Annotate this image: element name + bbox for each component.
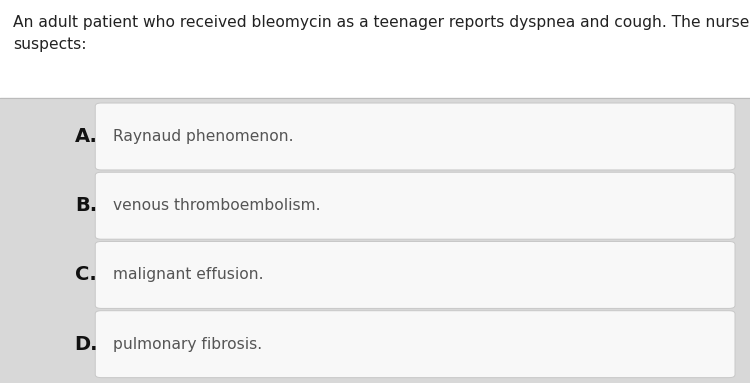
- Text: pulmonary fibrosis.: pulmonary fibrosis.: [112, 337, 262, 352]
- FancyBboxPatch shape: [95, 311, 735, 378]
- Text: C.: C.: [75, 265, 98, 285]
- Text: venous thromboembolism.: venous thromboembolism.: [112, 198, 320, 213]
- Text: Raynaud phenomenon.: Raynaud phenomenon.: [112, 129, 293, 144]
- Bar: [0, 98, 750, 383]
- Text: B.: B.: [75, 196, 98, 215]
- FancyBboxPatch shape: [95, 103, 735, 170]
- Text: A.: A.: [75, 127, 98, 146]
- Text: An adult patient who received bleomycin as a teenager reports dyspnea and cough.: An adult patient who received bleomycin …: [13, 15, 750, 52]
- Text: D.: D.: [74, 335, 98, 354]
- FancyBboxPatch shape: [95, 242, 735, 308]
- Bar: [0, 0, 750, 98]
- Text: malignant effusion.: malignant effusion.: [112, 267, 263, 282]
- FancyBboxPatch shape: [95, 172, 735, 239]
